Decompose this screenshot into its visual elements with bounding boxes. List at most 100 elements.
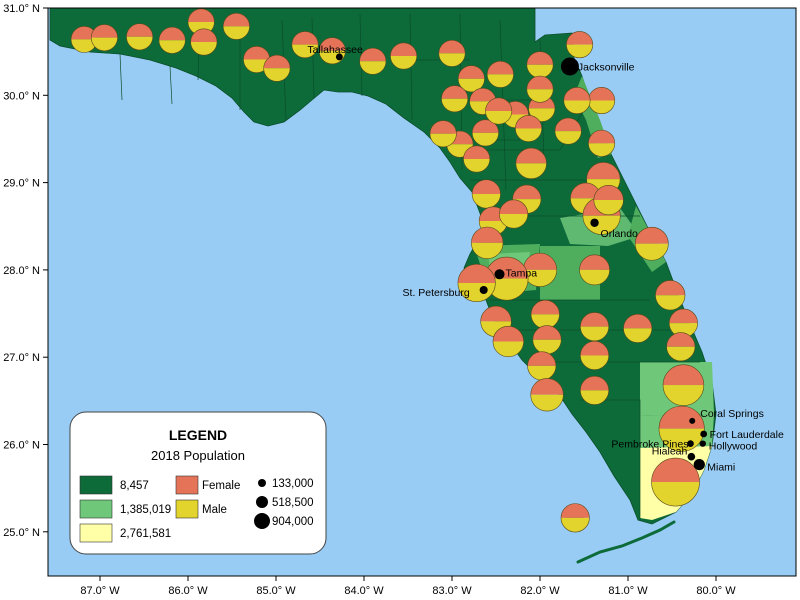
pie-slice-female	[663, 364, 704, 386]
legend-title: LEGEND	[169, 427, 227, 443]
pie-slice-female	[458, 65, 485, 79]
pie-outline	[222, 12, 250, 40]
legend-male: Male	[202, 504, 227, 516]
pie-slice-male	[430, 133, 457, 147]
legend-swatch-female	[175, 475, 199, 495]
pie-outline	[563, 87, 591, 115]
county-pie	[560, 503, 590, 533]
florida-keys	[576, 520, 676, 564]
pie-slice-female	[666, 332, 695, 347]
pie-slice-male	[190, 42, 218, 56]
pie-outline	[623, 313, 653, 343]
pie-slice-male	[441, 98, 468, 112]
county-pie	[623, 313, 653, 343]
county-pie	[471, 119, 499, 147]
lat-tick-label: 25.0° N	[3, 527, 40, 539]
legend-choropleth-low: 8,457	[120, 480, 149, 492]
legend-swatch-low	[79, 475, 113, 495]
county-pie	[499, 199, 529, 229]
pie-outline	[463, 145, 491, 173]
pie-slice-female	[188, 8, 215, 22]
pie-slice-male	[458, 78, 485, 92]
pie-slice-male	[359, 61, 386, 75]
pie-outline	[90, 24, 118, 52]
pie-outline	[554, 117, 582, 145]
pie-slice-male	[655, 295, 686, 311]
pie-outline	[588, 129, 616, 157]
pie-outline	[359, 47, 387, 75]
pie-slice-female	[586, 162, 621, 180]
pie-slice-female	[158, 27, 186, 41]
legend-female: Female	[202, 480, 240, 492]
pie-slice-female	[512, 184, 541, 200]
pie-slice-male	[566, 44, 593, 58]
pie-slice-male	[243, 59, 270, 73]
city-point	[700, 430, 708, 438]
city-point	[560, 57, 579, 76]
county-pie	[666, 332, 696, 362]
pie-slice-male	[499, 214, 528, 229]
pie-outline	[390, 42, 418, 70]
pie-slice-male	[527, 365, 556, 381]
pie-slice-male	[588, 100, 615, 114]
pie-slice-female	[263, 55, 291, 69]
pie-slice-male	[579, 269, 610, 285]
legend-subtitle: 2018 Population	[151, 448, 245, 463]
pie-slice-male	[623, 328, 652, 343]
city-label: Hialeah	[652, 446, 688, 458]
county-pie	[222, 12, 250, 40]
lon-tick-label: 81.0° W	[608, 585, 648, 597]
county-pie	[655, 280, 686, 311]
pie-outline	[560, 503, 590, 533]
pie-slice-male	[651, 482, 700, 507]
county-pie	[580, 375, 610, 405]
pie-slice-female	[126, 23, 153, 37]
county-pie	[126, 23, 154, 51]
pie-slice-female	[480, 306, 512, 322]
county-pie	[522, 252, 558, 287]
legend-swatch-mid	[79, 499, 113, 519]
pie-slice-female	[441, 85, 468, 99]
county-pie	[566, 31, 594, 59]
legend: LEGEND 2018 Population 8,457 1,385,019 2…	[69, 411, 327, 555]
pie-slice-female	[561, 503, 590, 518]
city-point	[687, 452, 696, 461]
pie-slice-male	[526, 64, 554, 78]
city-label: Hollywood	[709, 441, 758, 453]
pie-outline	[666, 332, 696, 362]
legend-city-size-small	[258, 479, 266, 487]
county-pie	[429, 120, 457, 148]
pie-slice-female	[579, 254, 610, 270]
city-point	[693, 458, 705, 471]
pie-outline	[579, 254, 610, 286]
pie-outline	[471, 226, 504, 259]
pie-slice-male	[71, 39, 98, 53]
pie-slice-female	[580, 312, 609, 327]
pie-slice-male	[563, 100, 591, 114]
pie-outline	[515, 147, 547, 180]
lat-tick-label: 30.0° N	[3, 90, 40, 102]
pie-outline	[499, 199, 529, 229]
city-label: Tallahassee	[307, 44, 363, 56]
pie-slice-female	[532, 325, 562, 340]
pie-outline	[566, 31, 594, 59]
county-pie	[190, 28, 218, 56]
pie-slice-male	[561, 517, 590, 533]
pie-slice-male	[523, 269, 557, 287]
county-pie	[651, 457, 700, 507]
pie-slice-male	[472, 193, 501, 209]
county-pie	[588, 87, 616, 115]
pie-slice-female	[526, 76, 554, 90]
pie-slice-female	[651, 458, 700, 483]
pie-outline	[471, 179, 501, 209]
legend-choropleth-high: 2,761,581	[120, 528, 171, 540]
pie-outline	[318, 37, 346, 65]
county-pie	[563, 87, 591, 115]
pie-slice-female	[492, 326, 524, 342]
city-label: Orlando	[601, 228, 639, 240]
pie-slice-female	[457, 264, 496, 283]
pie-outline	[457, 65, 485, 93]
pie-slice-male	[526, 89, 554, 103]
county-pie	[554, 117, 582, 145]
map-frame	[47, 7, 797, 577]
